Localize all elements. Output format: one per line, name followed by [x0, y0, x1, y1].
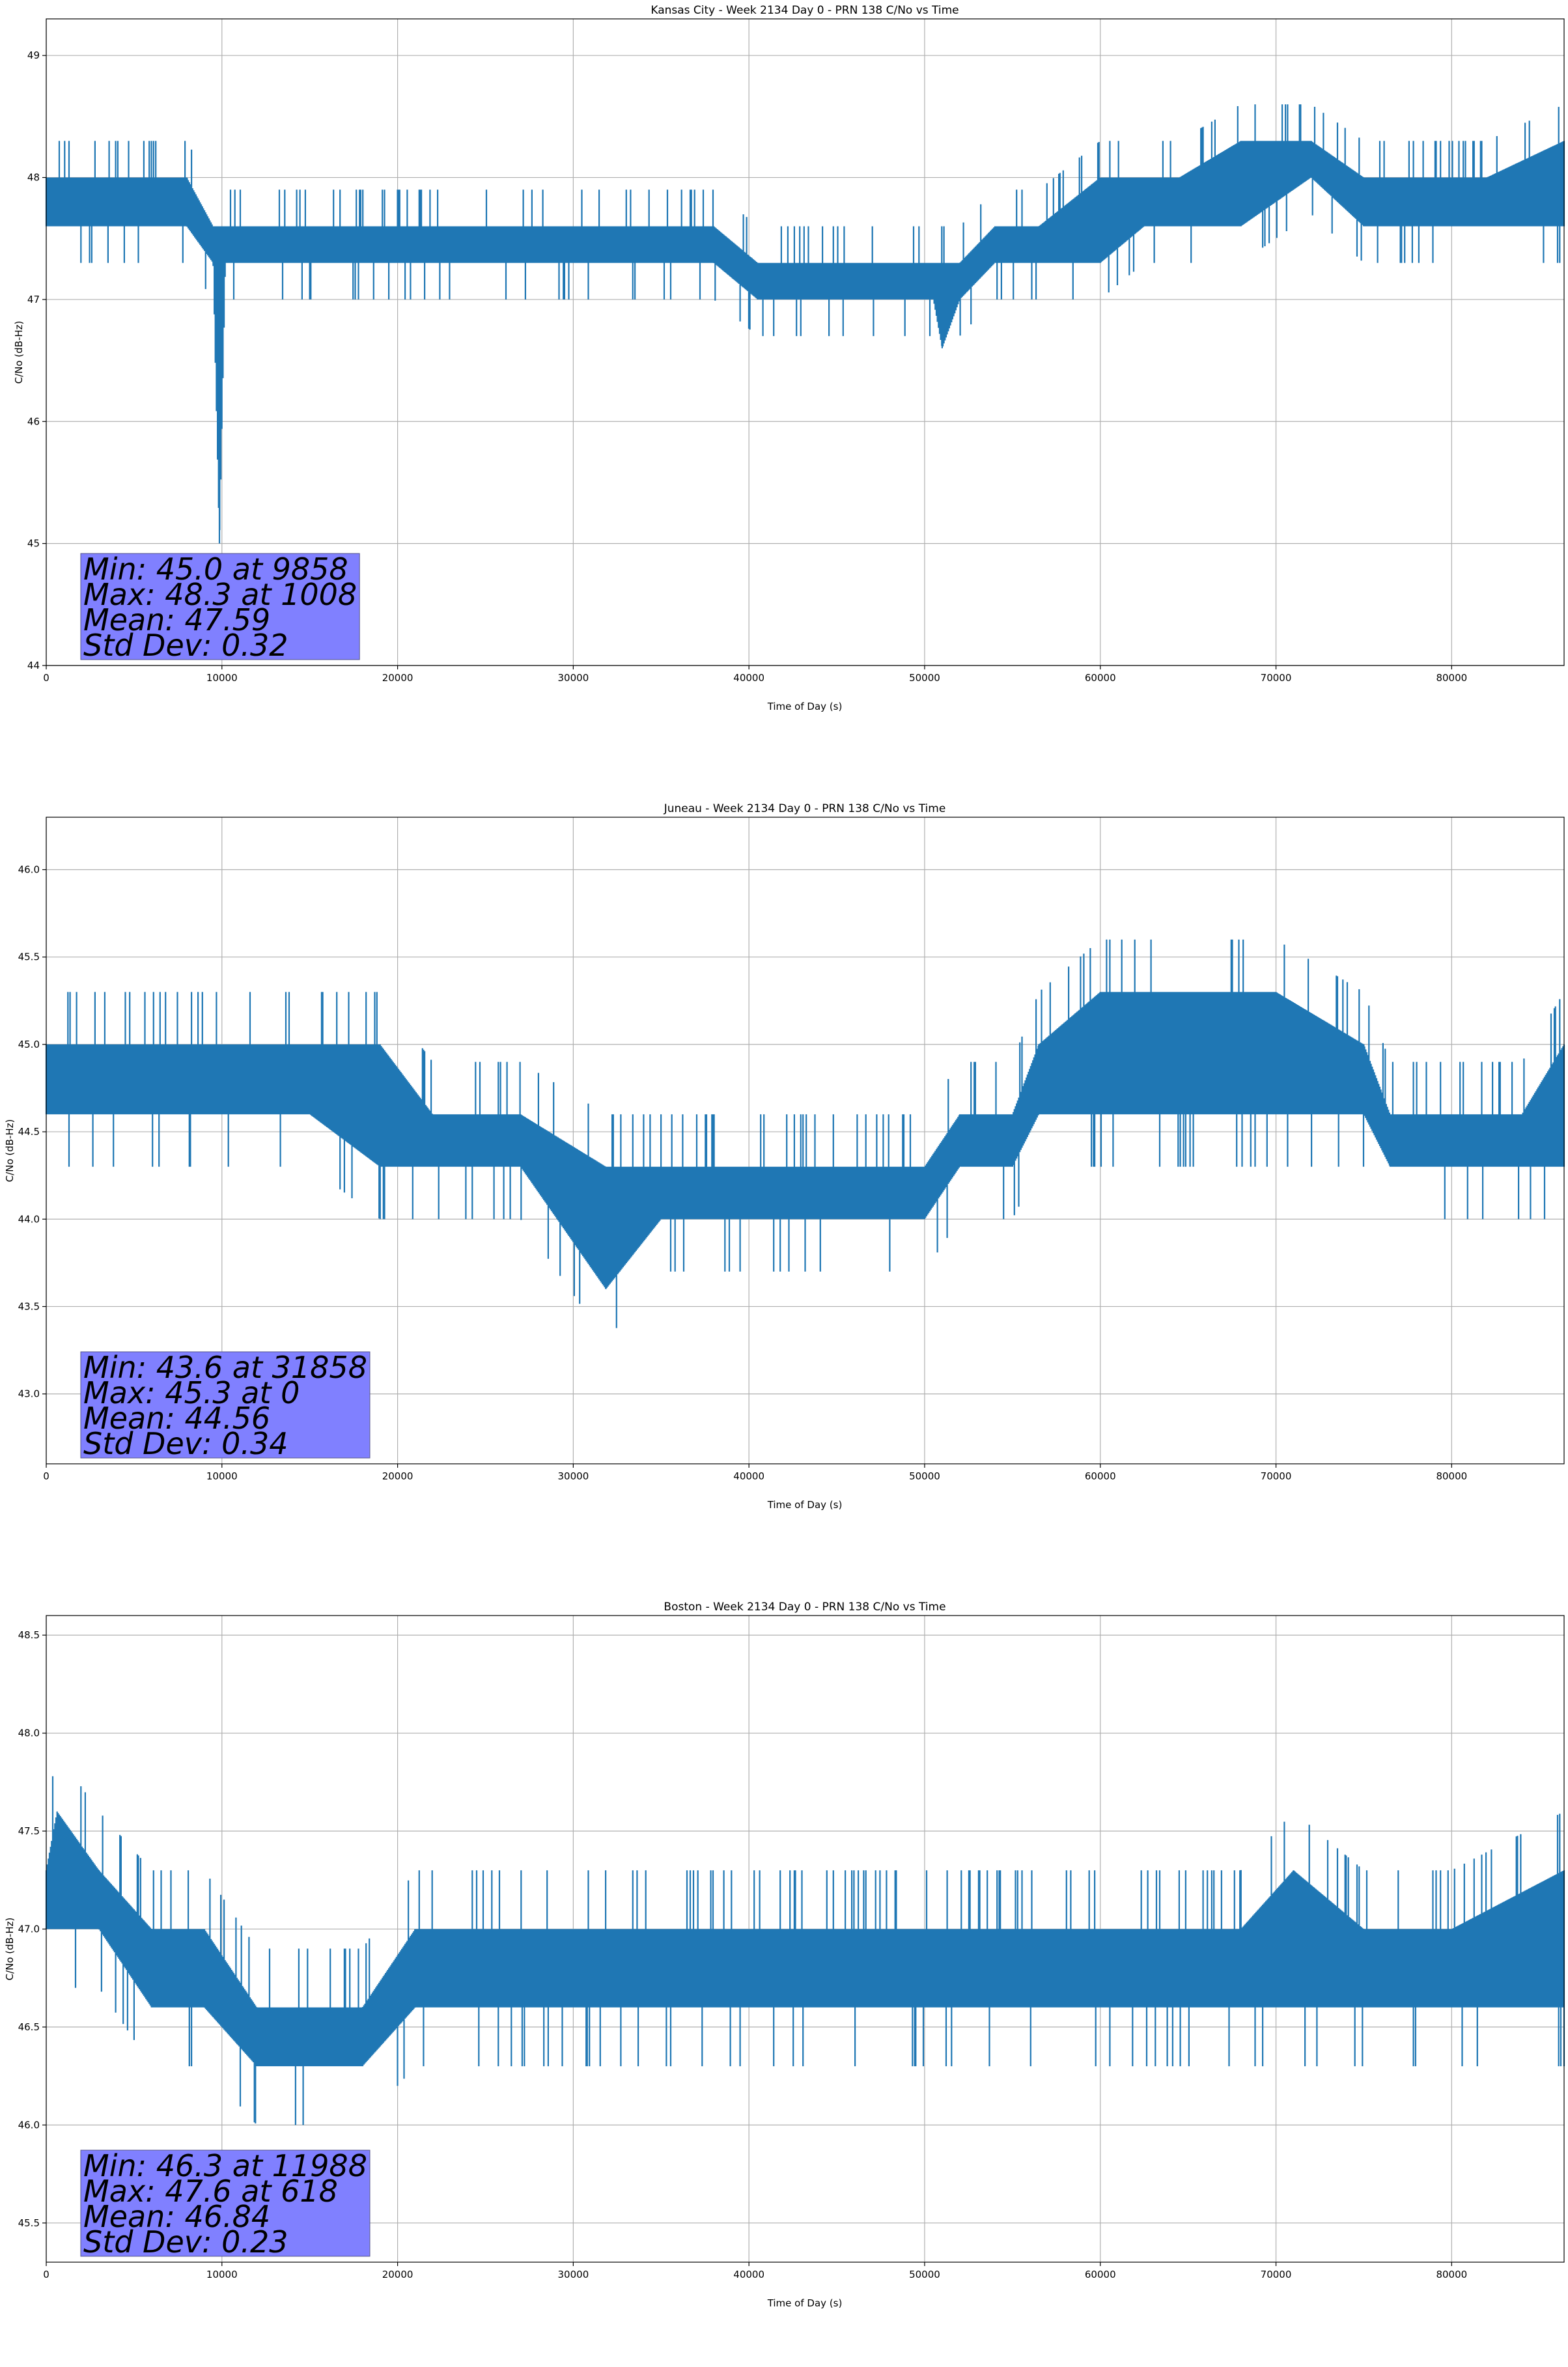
y-axis-ticks: 44 45 46 47 48 49: [27, 49, 46, 671]
plot-frame: [46, 18, 1565, 666]
chart-title: Juneau - Week 2134 Day 0 - PRN 138 C/No …: [664, 802, 946, 815]
x-axis-ticks: 0 10000 20000 30000 40000 50000 60000 70000 8000…: [43, 1464, 1467, 1482]
chart-title: Kansas City - Week 2134 Day 0 - PRN 138 …: [651, 4, 959, 17]
x-tick-label: 30000: [558, 1470, 589, 1482]
x-tick-label: 40000: [733, 672, 764, 684]
y-axis-label: C/No (dB-Hz): [4, 1918, 16, 1981]
x-axis-label: Time of Day (s): [767, 701, 843, 712]
data-series-line: [45, 104, 1565, 544]
x-tick-label: 40000: [733, 1470, 764, 1482]
y-tick-label: 45.5: [18, 951, 40, 963]
stats-box: [80, 2150, 371, 2257]
x-tick-label: 0: [43, 672, 49, 684]
stats-max: Max: 47.6 at 618: [83, 2174, 338, 2209]
y-axis-ticks: 45.5 46.0 46.5 47.0 47.5 48.0 48.5: [18, 1629, 46, 2229]
x-tick-label: 60000: [1085, 1470, 1116, 1482]
x-tick-label: 50000: [909, 672, 940, 684]
x-tick-label: 80000: [1436, 1470, 1467, 1482]
stats-std: Std Dev: 0.23: [83, 2224, 288, 2260]
x-axis-ticks: 0 10000 20000 30000 40000 50000 60000 70000 8000…: [43, 2262, 1467, 2280]
chart-svg: Juneau - Week 2134 Day 0 - PRN 138 C/No …: [4, 802, 1565, 1511]
y-tick-label: 46.5: [18, 2021, 40, 2033]
stats-mean: Mean: 44.56: [83, 1401, 270, 1436]
y-tick-label: 47.5: [18, 1825, 40, 1837]
x-tick-label: 30000: [558, 672, 589, 684]
x-tick-label: 50000: [909, 2269, 940, 2280]
stats-mean: Mean: 46.84: [83, 2199, 270, 2234]
y-tick-label: 43.5: [18, 1300, 40, 1312]
y-tick-label: 43.0: [18, 1388, 40, 1400]
x-tick-label: 80000: [1436, 2269, 1467, 2280]
x-tick-label: 10000: [206, 1470, 238, 1482]
x-tick-label: 30000: [558, 2269, 589, 2280]
plot-frame: [46, 1615, 1565, 2263]
y-tick-label: 47: [27, 294, 40, 305]
y-tick-label: 48: [27, 172, 40, 184]
data-series-line: [45, 1776, 1565, 2125]
y-tick-label: 44.5: [18, 1126, 40, 1138]
x-tick-label: 70000: [1261, 672, 1292, 684]
stats-mean: Mean: 47.59: [83, 602, 270, 637]
y-axis-ticks: 43.0 43.5 44.0 44.5 45.0 45.5 46.0: [18, 864, 46, 1400]
stats-min: Min: 45.0 at 9858: [83, 552, 348, 587]
x-tick-label: 80000: [1436, 672, 1467, 684]
stats-box: [80, 553, 360, 660]
data-series-line: [45, 939, 1565, 1328]
x-tick-label: 20000: [382, 2269, 413, 2280]
y-tick-label: 46.0: [18, 864, 40, 876]
x-tick-label: 50000: [909, 1470, 940, 1482]
y-tick-label: 45: [27, 538, 40, 550]
stats-std: Std Dev: 0.34: [83, 1426, 288, 1461]
chart-svg: Kansas City - Week 2134 Day 0 - PRN 138 …: [13, 4, 1565, 712]
stats-max: Max: 48.3 at 1008: [83, 577, 357, 612]
x-tick-label: 0: [43, 2269, 49, 2280]
x-tick-label: 40000: [733, 2269, 764, 2280]
x-tick-label: 60000: [1085, 2269, 1116, 2280]
x-axis-ticks: 0 10000 20000 30000 40000 50000 60000 70000 8000…: [43, 665, 1467, 684]
stats-min: Min: 43.6 at 31858: [83, 1350, 367, 1385]
y-axis-label: C/No (dB-Hz): [13, 321, 25, 384]
x-tick-label: 0: [43, 1470, 49, 1482]
y-tick-label: 45.0: [18, 1039, 40, 1050]
chart-panel-juneau: Juneau - Week 2134 Day 0 - PRN 138 C/No …: [0, 798, 1568, 1569]
y-tick-label: 46: [27, 415, 40, 427]
y-tick-label: 45.5: [18, 2217, 40, 2229]
stats-box: [80, 1351, 371, 1459]
chart-svg: Boston - Week 2134 Day 0 - PRN 138 C/No …: [4, 1601, 1565, 2309]
y-tick-label: 48.0: [18, 1728, 40, 1739]
x-tick-label: 10000: [206, 2269, 238, 2280]
y-tick-label: 47.0: [18, 1923, 40, 1935]
chart-panel-kansas-city: Kansas City - Week 2134 Day 0 - PRN 138 …: [0, 0, 1568, 770]
y-tick-label: 49: [27, 49, 40, 61]
x-axis-label: Time of Day (s): [767, 2297, 843, 2309]
x-axis-label: Time of Day (s): [767, 1499, 843, 1511]
x-tick-label: 20000: [382, 672, 413, 684]
y-tick-label: 44.0: [18, 1213, 40, 1225]
x-tick-label: 70000: [1261, 1470, 1292, 1482]
stats-min: Min: 46.3 at 11988: [83, 2148, 367, 2183]
x-tick-label: 70000: [1261, 2269, 1292, 2280]
x-tick-label: 10000: [206, 672, 238, 684]
plot-frame: [46, 817, 1565, 1464]
y-tick-label: 44: [27, 660, 40, 671]
stats-max: Max: 45.3 at 0: [83, 1375, 300, 1410]
x-tick-label: 60000: [1085, 672, 1116, 684]
stats-std: Std Dev: 0.32: [83, 628, 288, 663]
chart-title: Boston - Week 2134 Day 0 - PRN 138 C/No …: [664, 1601, 945, 1614]
y-axis-label: C/No (dB-Hz): [4, 1119, 16, 1183]
y-tick-label: 46.0: [18, 2119, 40, 2131]
chart-panel-boston: Boston - Week 2134 Day 0 - PRN 138 C/No …: [0, 1597, 1568, 2367]
y-tick-label: 48.5: [18, 1629, 40, 1641]
x-tick-label: 20000: [382, 1470, 413, 1482]
